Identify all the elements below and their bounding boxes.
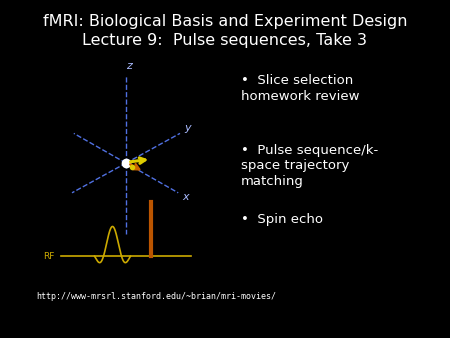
Text: http://www-mrsrl.stanford.edu/~brian/mri-movies/: http://www-mrsrl.stanford.edu/~brian/mri… — [36, 292, 276, 301]
Text: fMRI: Biological Basis and Experiment Design
Lecture 9:  Pulse sequences, Take 3: fMRI: Biological Basis and Experiment De… — [43, 14, 407, 48]
Text: y: y — [184, 123, 191, 134]
Text: z: z — [126, 61, 132, 71]
Text: RF: RF — [43, 252, 54, 261]
Text: x: x — [183, 192, 189, 202]
Text: •  Slice selection
homework review: • Slice selection homework review — [241, 74, 359, 103]
Text: •  Spin echo: • Spin echo — [241, 213, 323, 226]
Text: •  Pulse sequence/k-
space trajectory
matching: • Pulse sequence/k- space trajectory mat… — [241, 144, 378, 188]
